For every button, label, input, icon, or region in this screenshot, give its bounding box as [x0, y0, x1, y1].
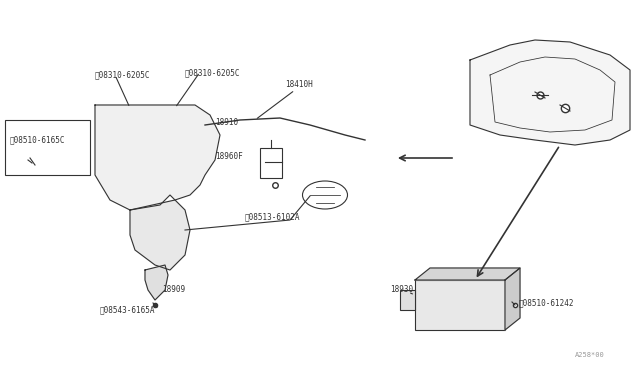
- Polygon shape: [470, 40, 630, 145]
- Text: 18930: 18930: [390, 285, 413, 294]
- Polygon shape: [415, 268, 520, 280]
- Bar: [415, 280, 505, 330]
- Text: Ⓢ08510-61242: Ⓢ08510-61242: [519, 298, 575, 307]
- Text: Ⓢ08310-6205C: Ⓢ08310-6205C: [185, 68, 241, 77]
- Text: Ⓢ08310-6205C: Ⓢ08310-6205C: [95, 70, 150, 79]
- Text: Ⓢ08513-6102A: Ⓢ08513-6102A: [245, 212, 301, 221]
- Bar: [400, 290, 415, 310]
- Text: 18910: 18910: [215, 118, 238, 127]
- Bar: [260, 148, 282, 178]
- Polygon shape: [145, 265, 168, 300]
- Polygon shape: [95, 105, 220, 210]
- Bar: [5, 120, 90, 175]
- Text: Ⓢ08510-6165C: Ⓢ08510-6165C: [10, 135, 65, 144]
- Text: 18960F: 18960F: [215, 152, 243, 161]
- Polygon shape: [505, 268, 520, 330]
- Text: 18909: 18909: [162, 285, 185, 294]
- Text: A258*00: A258*00: [575, 352, 605, 358]
- Polygon shape: [130, 200, 190, 270]
- Text: 18410H: 18410H: [285, 80, 313, 89]
- Text: Ⓢ08543-6165A: Ⓢ08543-6165A: [100, 305, 156, 314]
